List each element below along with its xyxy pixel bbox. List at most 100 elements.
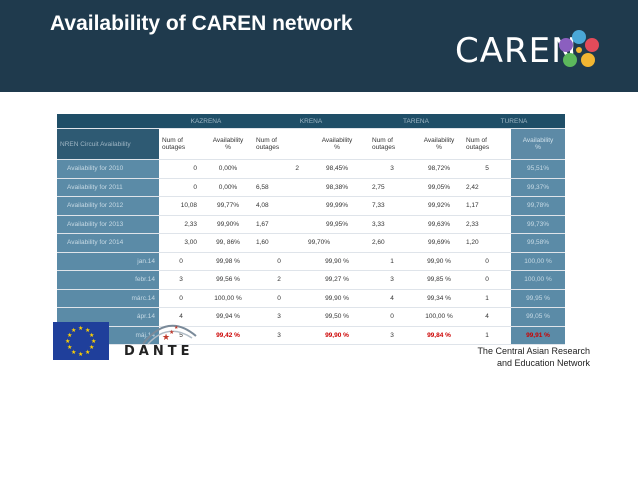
svg-text:★: ★ xyxy=(174,325,179,331)
cell: 99,84 % xyxy=(415,326,463,345)
cell: 2 xyxy=(253,159,305,179)
row-label: Availability for 2012 xyxy=(57,196,159,216)
svg-text:★: ★ xyxy=(169,329,174,336)
cell: 4 xyxy=(159,307,203,327)
row-label: Availability for 2014 xyxy=(57,233,159,253)
availability-header: Availability% xyxy=(511,128,565,160)
cell: 1 xyxy=(463,326,511,345)
row-label: márc.14 xyxy=(57,289,159,308)
cell: 3 xyxy=(369,270,415,290)
cell: 99,73% xyxy=(511,215,565,234)
dante-logo-text: DANTE xyxy=(124,344,194,359)
num-outages-header: Num of outages xyxy=(253,128,305,160)
cell: 3,00 xyxy=(159,233,203,253)
cell: 0 xyxy=(463,270,511,290)
num-outages-header: Num of outages xyxy=(159,128,203,160)
cell: 100,00 % xyxy=(511,252,565,271)
cell: 99,92% xyxy=(415,196,463,216)
cell: 98,45% xyxy=(305,159,369,179)
cell: 99,95 % xyxy=(511,289,565,308)
cell: 99,91 % xyxy=(511,326,565,345)
cell: 1 xyxy=(463,289,511,308)
table-row: jan.14 0 99,98 % 0 99,90 % 1 99,90 % 0 1… xyxy=(57,252,565,271)
table-row: Availability for 2010 0 0,00% 2 98,45% 3… xyxy=(57,159,565,179)
cell: 3 xyxy=(253,326,305,345)
cell: 1,60 xyxy=(253,233,305,253)
cell: 95,51% xyxy=(511,159,565,179)
cell: 0,00% xyxy=(203,159,253,179)
group-turena: TURENA xyxy=(463,114,565,129)
cell: 99,78% xyxy=(511,196,565,216)
cell: 2,33 xyxy=(463,215,511,234)
row-label: febr.14 xyxy=(57,270,159,290)
group-krena: KRENA xyxy=(253,114,369,129)
num-outages-header: Num of outages xyxy=(463,128,511,160)
footer-line-1: The Central Asian Research xyxy=(477,346,590,356)
availability-header: Availability% xyxy=(415,128,463,160)
cell: 99,98 % xyxy=(203,252,253,271)
cell: 0 xyxy=(159,178,203,197)
table-row: márc.14 0 100,00 % 0 99,90 % 4 99,34 % 1… xyxy=(57,289,565,308)
footer-line-2: and Education Network xyxy=(496,358,590,368)
cell: 7,33 xyxy=(369,196,415,216)
cell: 99, 86% xyxy=(203,233,253,253)
cell: 3 xyxy=(369,326,415,345)
table-row: Availability for 2013 2,33 99,90% 1,67 9… xyxy=(57,215,565,234)
cell: 1,20 xyxy=(463,233,511,253)
group-kazrena: KAZRENA xyxy=(159,114,253,129)
cell: 0 xyxy=(159,289,203,308)
dante-logo: ★ ★ ★ DANTE xyxy=(124,318,214,364)
row-label: jan.14 xyxy=(57,252,159,271)
cell: 100,00 % xyxy=(511,270,565,290)
cell: 99,69% xyxy=(415,233,463,253)
slide-header: Availability of CAREN network CAREN xyxy=(0,0,638,92)
cell: 99,56 % xyxy=(203,270,253,290)
cell: 99,94 % xyxy=(203,307,253,327)
table-row: Availability for 2012 10,08 99,77% 4,08 … xyxy=(57,196,565,216)
cell: 99,77% xyxy=(203,196,253,216)
cell: 99,37% xyxy=(511,178,565,197)
cell: 99,90 % xyxy=(305,289,369,308)
cell: 2,33 xyxy=(159,215,203,234)
cell: 2,42 xyxy=(463,178,511,197)
cell: 0 xyxy=(159,252,203,271)
availability-table: KAZRENA KRENA TARENA TURENA NREN Circuit… xyxy=(57,114,565,345)
cell: 99,90% xyxy=(203,215,253,234)
svg-text:★: ★ xyxy=(162,333,170,343)
caren-flower-icon xyxy=(559,30,599,67)
cell: 3 xyxy=(253,307,305,327)
cell: 4,08 xyxy=(253,196,305,216)
cell: 99,90 % xyxy=(305,326,369,345)
row-label: Availability for 2013 xyxy=(57,215,159,234)
cell: 99,27 % xyxy=(305,270,369,290)
cell: 2 xyxy=(253,270,305,290)
cell: 2,60 xyxy=(369,233,415,253)
cell: 3,33 xyxy=(369,215,415,234)
cell: 99,99% xyxy=(305,196,369,216)
cell: 4 xyxy=(369,289,415,308)
caren-logo-text: CAREN xyxy=(455,31,578,71)
main-header: NREN Circuit Availability xyxy=(57,128,159,160)
cell: 10,08 xyxy=(159,196,203,216)
cell: 5 xyxy=(463,159,511,179)
cell: 99,42 % xyxy=(203,326,253,345)
slide-body: KAZRENA KRENA TARENA TURENA NREN Circuit… xyxy=(0,92,638,479)
group-header-row: KAZRENA KRENA TARENA TURENA xyxy=(57,114,565,129)
cell: 2,75 xyxy=(369,178,415,197)
cell: 100,00 % xyxy=(415,307,463,327)
row-label: ápr.14 xyxy=(57,307,159,327)
footer-text: The Central Asian Research and Education… xyxy=(477,345,590,369)
cell: 98,38% xyxy=(305,178,369,197)
page-title: Availability of CAREN network xyxy=(50,12,353,35)
num-outages-header: Num of outages xyxy=(369,128,415,160)
cell: 1,17 xyxy=(463,196,511,216)
cell: 99,90 % xyxy=(305,252,369,271)
table-row: febr.14 3 99,56 % 2 99,27 % 3 99,85 % 0 … xyxy=(57,270,565,290)
cell: 99,34 % xyxy=(415,289,463,308)
cell: 0 xyxy=(369,307,415,327)
cell: 3 xyxy=(369,159,415,179)
cell: 99,05% xyxy=(415,178,463,197)
cell: 99,90 % xyxy=(415,252,463,271)
availability-header: Availability% xyxy=(305,128,369,160)
availability-table-wrap: KAZRENA KRENA TARENA TURENA NREN Circuit… xyxy=(57,114,565,359)
